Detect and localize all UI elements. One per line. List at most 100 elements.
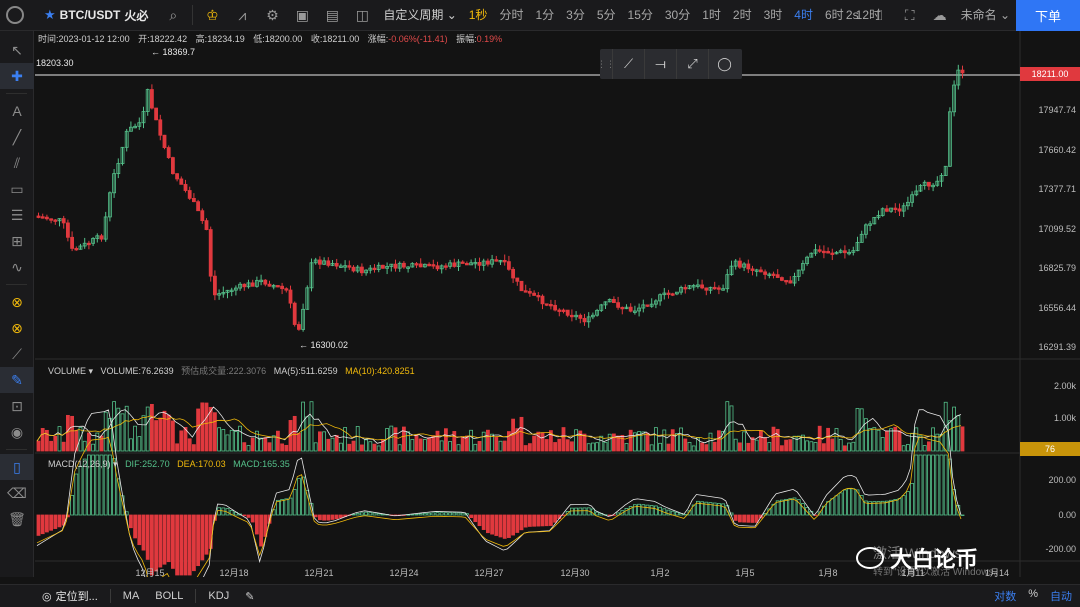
favorite-star-icon[interactable]: ★ [44, 7, 56, 22]
symbol-selector[interactable]: ★ BTC/USDT 火必 [30, 7, 158, 24]
period-option[interactable]: 1分 [535, 7, 555, 22]
period-option[interactable]: 1时 [702, 7, 721, 22]
macd-bar [872, 501, 877, 516]
magnet-strong-icon[interactable]: ⊗ [11, 319, 23, 336]
volume-bar [250, 437, 255, 452]
period-option[interactable]: 1秒 [468, 7, 488, 22]
period-option[interactable]: 4时 [794, 7, 813, 22]
volume-bar [927, 441, 931, 452]
edit-indicator-icon[interactable]: ✎ [245, 590, 255, 603]
macd-dif-line [36, 409, 962, 577]
custom-period-dropdown[interactable]: 自定义周期 ⌄ [383, 7, 457, 22]
period-option[interactable]: 12时 [855, 7, 882, 22]
volume-bar [233, 431, 238, 452]
gear-icon[interactable]: ⚙ [266, 6, 279, 23]
rectangle-icon[interactable]: ▭ [10, 180, 24, 197]
period-option[interactable]: 15分 [627, 7, 653, 22]
period-option[interactable]: 3时 [763, 7, 783, 22]
pitchfork-icon[interactable]: ⫽ [13, 154, 21, 171]
candle-body [372, 267, 377, 271]
auto-scale-toggle[interactable]: 自动 [1050, 591, 1072, 603]
candle-body [490, 259, 495, 265]
volume-bar [309, 401, 314, 452]
chart-type-icon[interactable]: ▣ [295, 6, 309, 23]
volume-bar [204, 402, 209, 452]
brush-icon[interactable]: ✎ [0, 367, 34, 393]
magnet-icon[interactable]: ⊗ [11, 293, 23, 310]
ma-button[interactable]: MA [122, 590, 140, 602]
boll-button[interactable]: BOLL [155, 590, 184, 602]
chart-canvas[interactable] [35, 31, 1080, 577]
locate-button[interactable]: ◎ 定位到... [42, 590, 98, 604]
trend-line-icon[interactable]: ⟋ [612, 49, 644, 79]
candle-body [322, 260, 327, 265]
volume-bar [515, 428, 520, 452]
period-option[interactable]: 2时 [732, 7, 752, 22]
layout-icon[interactable]: ◫ [355, 6, 369, 23]
indicator-icon[interactable]: ⩘ [238, 6, 247, 23]
layout-name-dropdown[interactable]: 未命名 ⌄ [960, 8, 1010, 22]
refresh-rate[interactable]: 2s [845, 8, 859, 22]
volume-bar [65, 414, 70, 452]
measure-icon[interactable]: ⊞ [11, 232, 23, 249]
volume-bar [704, 444, 709, 452]
volume-bar [943, 401, 948, 452]
period-option[interactable]: 3分 [566, 7, 585, 22]
trash-icon[interactable]: 🗑 [8, 510, 26, 527]
drag-handle-icon[interactable]: ⋮⋮ [597, 58, 615, 69]
candle-body [175, 173, 180, 180]
volume-bar [393, 427, 398, 452]
candle-body [418, 263, 423, 268]
period-option[interactable]: 5分 [596, 7, 616, 22]
clear-drawings-icon[interactable]: ⌫ [7, 484, 27, 501]
lock-icon[interactable]: ⊡ [11, 397, 23, 414]
macd-bar [170, 514, 175, 569]
macd-bar [864, 500, 868, 516]
volume-bar [712, 441, 717, 452]
macd-bar [179, 514, 184, 576]
ruler-icon[interactable]: ⟋ [12, 345, 22, 362]
candle-body [704, 287, 709, 291]
text-tool-icon[interactable]: A [12, 103, 22, 119]
candle-body [401, 262, 406, 268]
ray-icon[interactable]: ⤢ [676, 49, 708, 79]
object-tree-icon[interactable]: ▯ [0, 454, 34, 480]
chart-area[interactable]: 时间:2023-01-12 12:00 开:18222.42 高:18234.1… [35, 31, 1080, 578]
wave-icon[interactable]: ∿ [11, 258, 23, 275]
line-tool-icon[interactable]: ╱ [12, 128, 22, 145]
fullscreen-icon[interactable]: ⛶ [904, 7, 915, 23]
volume-bar [788, 439, 793, 452]
horizontal-line-icon[interactable]: ⟞ [644, 49, 676, 79]
candle-body [166, 147, 171, 158]
template-icon[interactable]: ▤ [325, 6, 339, 23]
exchange-name: 火必 [124, 8, 149, 23]
camera-icon[interactable]: ⌷ [875, 7, 884, 23]
macd-bar [788, 498, 793, 516]
crown-icon[interactable]: ♔ [206, 6, 219, 23]
candle-body [254, 280, 259, 287]
volume-bar [738, 442, 742, 452]
cursor-icon[interactable]: ↖ [11, 41, 23, 58]
macd-bar [259, 514, 264, 547]
search-icon[interactable]: ⌕ [169, 6, 178, 23]
period-option[interactable]: 分时 [499, 7, 524, 22]
period-option[interactable]: 6时 [824, 7, 844, 22]
fib-icon[interactable]: ☰ [10, 206, 24, 223]
volume-bar [36, 440, 41, 452]
candle-body [830, 252, 835, 255]
crosshair-icon[interactable]: ✚ [0, 63, 34, 89]
log-scale-toggle[interactable]: 对数 [994, 591, 1017, 603]
candle-body [549, 304, 553, 307]
order-button[interactable]: 下单 [1016, 0, 1080, 31]
percent-scale-toggle[interactable]: % [1028, 588, 1038, 600]
volume-bar [364, 439, 369, 452]
period-option[interactable]: 30分 [664, 7, 691, 22]
candle-body [834, 251, 839, 255]
circle-icon[interactable]: ◯ [708, 49, 740, 79]
kdj-button[interactable]: KDJ [208, 590, 230, 602]
volume-bar [175, 443, 180, 452]
macd-bar [927, 454, 931, 516]
volume-bar [242, 442, 247, 452]
cloud-icon[interactable]: ☁ [932, 7, 947, 23]
eye-icon[interactable]: ◉ [10, 423, 24, 440]
